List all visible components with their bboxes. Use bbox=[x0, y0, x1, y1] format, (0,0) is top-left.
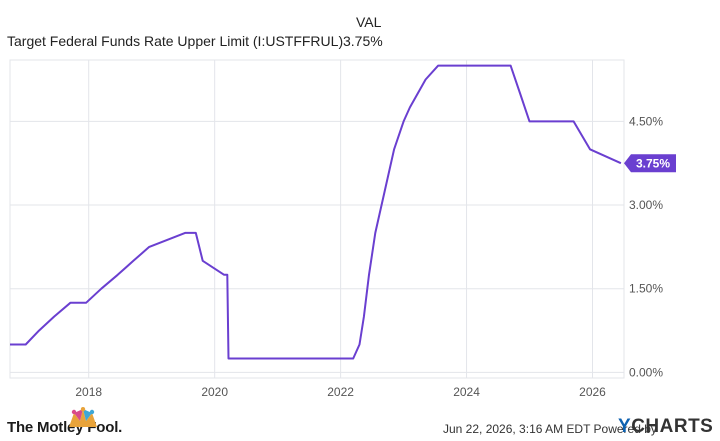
series-line[interactable] bbox=[10, 64, 622, 360]
last-value-badge: 3.75% bbox=[624, 154, 676, 173]
legend-value-header: VAL bbox=[356, 14, 382, 30]
y-tick-label: 1.50% bbox=[629, 282, 663, 296]
chart-legend: VAL Target Federal Funds Rate Upper Limi… bbox=[0, 0, 720, 56]
timestamp-powered-by: Jun 22, 2026, 3:16 AM EDT Powered by bbox=[443, 422, 657, 436]
last-value-badge-shape bbox=[624, 154, 676, 173]
x-tick-label: 2018 bbox=[75, 385, 102, 399]
grid-lines bbox=[10, 60, 624, 378]
y-axis-ticks: 0.00% 1.50% 3.00% 4.50% bbox=[629, 114, 663, 379]
last-value-label: 3.75% bbox=[636, 157, 670, 171]
legend-series-value: 3.75% bbox=[343, 33, 383, 49]
plot-frame bbox=[9, 59, 625, 379]
x-tick-label: 2026 bbox=[579, 385, 606, 399]
x-tick-label: 2024 bbox=[453, 385, 480, 399]
x-tick-label: 2020 bbox=[201, 385, 228, 399]
footer: The Motley Fool. Jun 22, 2026, 3:16 AM E… bbox=[0, 405, 720, 441]
x-axis-ticks: 2018 2020 2022 2024 2026 bbox=[75, 385, 606, 399]
legend-series-name[interactable]: Target Federal Funds Rate Upper Limit (I… bbox=[7, 33, 344, 49]
y-tick-label: 0.00% bbox=[629, 365, 663, 379]
x-tick-label: 2022 bbox=[327, 385, 354, 399]
ycharts-wordmark: CHARTS bbox=[631, 416, 714, 437]
y-tick-label: 3.00% bbox=[629, 198, 663, 212]
ycharts-logo: YCHARTS bbox=[618, 416, 714, 437]
jester-hat-icon bbox=[69, 407, 97, 427]
line-chart: 2018 2020 2022 2024 2026 0.00% 1.50% 3.00% 4.50… bbox=[9, 59, 676, 399]
motley-fool-logo: The Motley Fool. bbox=[7, 419, 123, 436]
y-tick-label: 4.50% bbox=[629, 114, 663, 128]
